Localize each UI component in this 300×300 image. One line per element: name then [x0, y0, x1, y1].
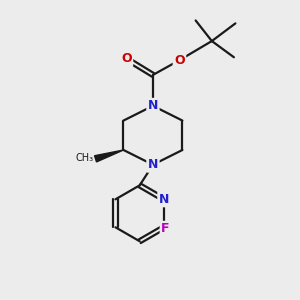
Text: CH₃: CH₃: [75, 153, 93, 163]
Text: N: N: [148, 158, 158, 171]
Text: O: O: [121, 52, 132, 65]
Text: O: O: [174, 54, 185, 67]
Polygon shape: [94, 150, 124, 162]
Text: F: F: [161, 222, 170, 235]
Text: N: N: [159, 193, 169, 206]
Text: N: N: [148, 99, 158, 112]
